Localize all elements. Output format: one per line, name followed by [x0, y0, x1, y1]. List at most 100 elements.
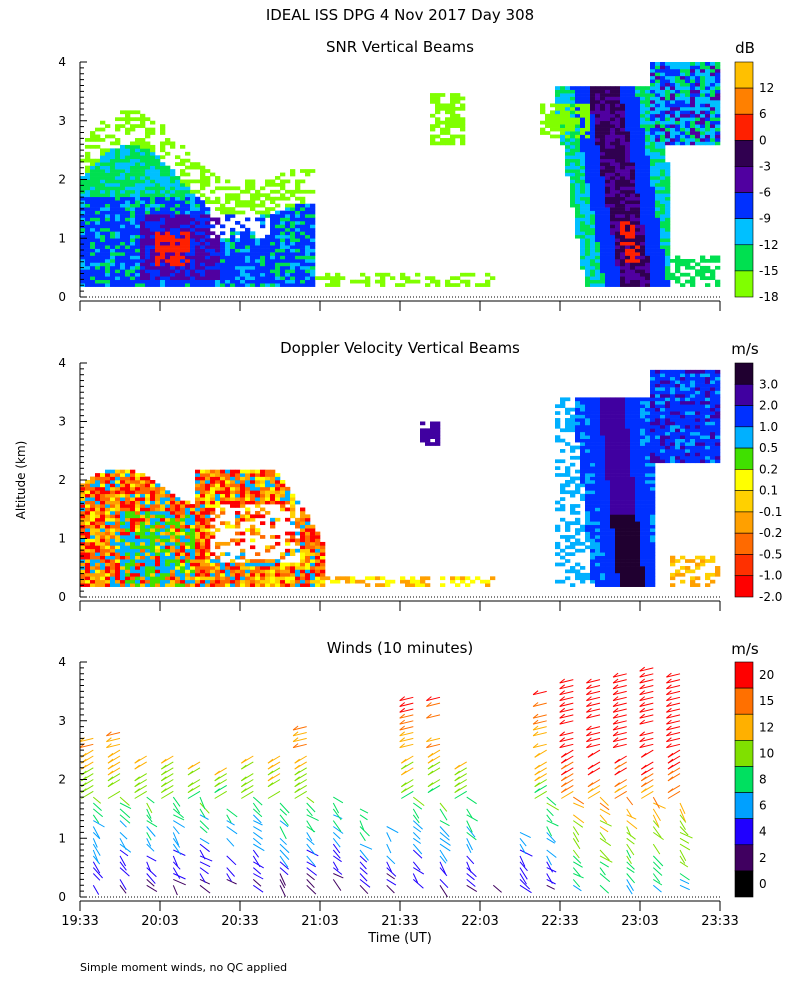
field-cell	[155, 214, 161, 218]
field-cell	[140, 272, 146, 277]
field-cell	[635, 131, 641, 135]
field-cell	[605, 196, 611, 201]
field-cell	[270, 579, 276, 584]
field-cell	[115, 521, 121, 526]
field-cell	[660, 86, 666, 90]
field-cell	[110, 220, 116, 225]
field-cell	[110, 158, 116, 163]
field-cell	[210, 535, 216, 539]
field-cell	[640, 238, 646, 243]
field-cell	[660, 124, 666, 128]
field-cell	[85, 214, 91, 218]
field-cell	[95, 158, 101, 163]
field-cell	[625, 155, 631, 160]
field-cell	[275, 480, 281, 484]
field-cell	[80, 579, 86, 584]
field-cell	[200, 548, 206, 553]
field-cell	[135, 148, 141, 153]
field-cell	[600, 217, 606, 222]
field-cell	[260, 473, 266, 477]
field-cell	[215, 486, 221, 491]
field-cell	[620, 89, 626, 94]
field-cell	[140, 203, 146, 208]
field-cell	[90, 504, 96, 508]
field-cell	[190, 241, 196, 246]
field-cell	[215, 255, 221, 260]
field-cell	[610, 214, 616, 218]
field-cell	[155, 572, 161, 577]
field-cell	[640, 155, 646, 160]
field-cell	[125, 497, 131, 501]
field-cell	[640, 179, 646, 184]
field-cell	[80, 214, 86, 218]
field-cell	[245, 517, 251, 522]
colorbar-swatch	[734, 61, 754, 89]
field-cell	[605, 210, 611, 215]
field-cell	[675, 258, 681, 263]
field-cell	[560, 490, 566, 495]
field-cell	[610, 151, 616, 156]
field-cell	[105, 238, 111, 243]
field-cell	[310, 576, 316, 581]
field-cell	[565, 117, 571, 122]
field-cell	[240, 538, 246, 543]
field-cell	[590, 86, 596, 90]
field-cell	[290, 548, 296, 553]
field-cell	[160, 545, 166, 550]
field-cell	[305, 521, 311, 526]
field-cell	[575, 89, 581, 94]
field-cell	[100, 165, 106, 170]
field-cell	[600, 559, 606, 563]
field-cell	[595, 176, 601, 180]
field-cell	[610, 182, 616, 187]
field-cell	[600, 404, 606, 409]
field-cell	[595, 200, 601, 204]
field-cell	[705, 138, 711, 142]
field-cell	[600, 566, 606, 570]
field-cell	[695, 120, 701, 125]
field-cell	[105, 283, 111, 287]
field-cell	[675, 269, 681, 274]
field-cell	[320, 545, 326, 550]
field-cell	[100, 220, 106, 225]
field-cell	[180, 234, 186, 239]
field-cell	[230, 238, 236, 243]
field-cell	[125, 234, 131, 239]
field-cell	[665, 124, 671, 128]
field-cell	[110, 535, 116, 539]
field-cell	[90, 276, 96, 281]
field-cell	[190, 514, 196, 519]
field-cell	[145, 227, 151, 232]
field-cell	[555, 124, 561, 128]
field-cell	[305, 276, 311, 281]
field-cell	[285, 552, 291, 556]
field-cell	[215, 541, 221, 546]
field-cell	[105, 151, 111, 156]
field-cell	[590, 428, 596, 433]
field-cell	[140, 120, 146, 125]
field-cell	[570, 155, 576, 160]
field-cell	[690, 75, 696, 80]
field-cell	[545, 113, 551, 118]
field-cell	[630, 279, 636, 284]
field-cell	[715, 93, 721, 97]
field-cell	[590, 93, 596, 97]
field-cell	[100, 566, 106, 570]
field-cell	[105, 217, 111, 222]
field-cell	[715, 86, 721, 90]
field-cell	[130, 476, 136, 481]
field-cell	[315, 583, 321, 587]
field-cell	[670, 68, 676, 73]
field-cell	[100, 255, 106, 260]
field-cell	[150, 151, 156, 156]
field-cell	[110, 224, 116, 229]
field-cell	[275, 569, 281, 574]
field-cell	[630, 217, 636, 222]
field-cell	[160, 231, 166, 236]
field-cell	[575, 510, 581, 515]
field-cell	[595, 435, 601, 439]
field-cell	[635, 120, 641, 125]
field-cell	[615, 134, 621, 139]
field-cell	[585, 528, 591, 532]
field-cell	[100, 576, 106, 581]
